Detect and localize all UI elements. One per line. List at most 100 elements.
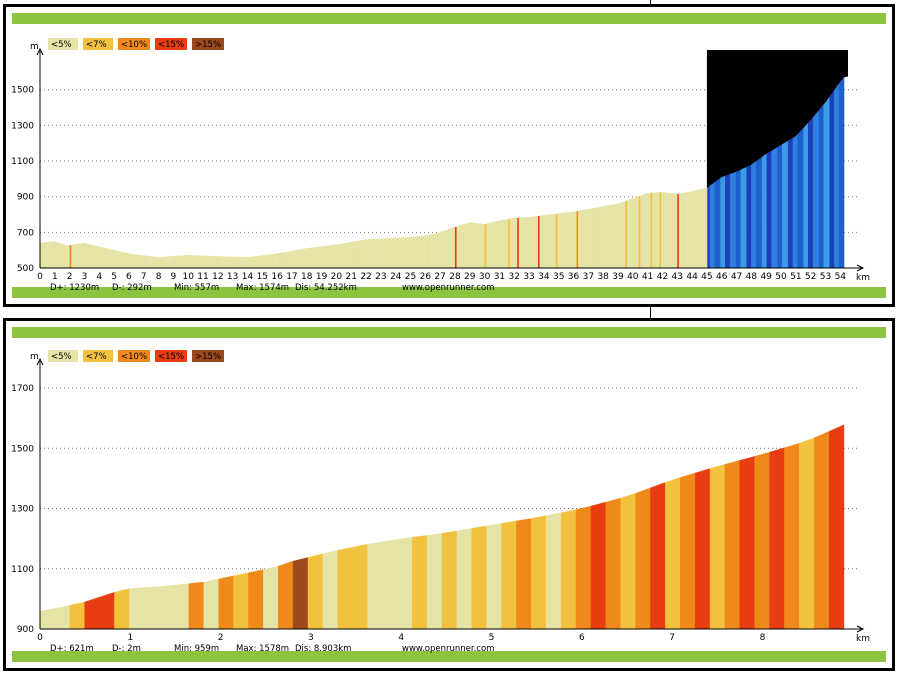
slope-marker [638,196,641,268]
area-slice [456,528,472,630]
x-tick-label: 43 [672,272,683,282]
area-slice [144,586,160,630]
stat-d-plus: D+: 621m [50,644,94,654]
area-slice [84,596,100,630]
area-slice [665,477,681,630]
area-slice [799,437,815,630]
x-tick-label: 5 [489,633,495,643]
y-tick-label: 900 [17,193,34,203]
x-axis-arrow [856,264,865,272]
stat-d-minus: D-: 292m [112,283,152,293]
legend-label: <5% [51,352,72,362]
area-slice [501,520,517,630]
legend-label: <15% [158,352,184,362]
x-tick-label: 8 [760,633,766,643]
y-tick-label: 1300 [11,505,34,515]
x-tick-label: 24 [390,272,402,282]
y-axis-arrow [36,47,44,56]
area-slice [307,553,324,630]
x-tick-label: 47 [731,272,742,282]
area-slice [635,487,651,630]
elevation-chart-climb: <5% <7% <10% <15% >15% 900 1100 1300 1500 1700 m km… [11,350,870,654]
area-slice [412,535,428,630]
y-tick-label: 1300 [11,121,34,131]
legend-swatch [83,350,113,362]
x-tick-label: 9 [171,272,177,282]
legend-swatch [155,38,187,50]
y-tick-label: 1500 [11,444,34,454]
x-tick-label: 37 [583,272,594,282]
x-tick-label: 18 [301,272,313,282]
legend-label: >15% [195,352,221,362]
x-axis-label: km [856,634,870,644]
area-slice [426,533,443,630]
x-tick-label: 48 [746,272,758,282]
x-tick-label: 7 [141,272,147,282]
stat-d-plus: D+: 1230m [50,283,99,293]
header-bar [12,13,886,24]
x-tick-label: 52 [805,272,816,282]
credit-text: www.openrunner.com [402,283,494,293]
y-axis-arrow [36,357,44,366]
area-slice [814,431,830,630]
slope-marker [677,194,679,268]
x-tick-label: 33 [523,272,534,282]
x-tick-label: 54 [835,272,847,282]
x-tick-label: 1 [127,633,133,643]
x-tick-label: 0 [37,272,43,282]
x-tick-label: 12 [212,272,223,282]
legend-swatch [192,350,224,362]
area-slice [546,512,562,630]
area-slice [322,550,338,630]
x-tick-label: 42 [657,272,668,282]
area-slice [233,572,249,630]
x-tick-label: 4 [398,633,404,643]
x-tick-label: 53 [820,272,831,282]
area-slice [173,583,190,630]
area-slice [650,482,666,630]
divider-line [650,0,651,4]
legend-label: <7% [86,40,107,50]
area-slice [278,560,294,630]
area-slice [784,442,800,630]
slope-marker [508,219,510,268]
area-slice [575,505,592,630]
x-tick-label: 6 [126,272,132,282]
area-slice [158,584,175,630]
area-slice [680,472,696,630]
slope-marker [659,192,662,268]
y-tick-label: 900 [17,625,34,635]
legend-swatch [48,38,78,50]
area-slice [397,537,413,630]
slope-marker [625,201,628,268]
area-slice [531,515,547,630]
area-slice [203,578,219,630]
slope-marker [576,211,579,268]
elevation-panel-climb: <5% <7% <10% <15% >15% 900 1100 1300 1500 1700 m km… [3,318,895,671]
x-tick-label: 32 [509,272,520,282]
area-slice [605,497,621,630]
x-tick-label: 46 [716,272,728,282]
x-tick-label: 40 [627,272,639,282]
slope-marker [537,216,540,268]
x-tick-label: 23 [375,272,386,282]
area-slice [620,493,636,630]
x-tick-label: 3 [82,272,88,282]
area-slice [39,608,56,630]
legend-label: <10% [121,352,147,362]
x-tick-label: 6 [579,633,585,643]
slope-marker [650,192,653,268]
legend-swatch [192,38,224,50]
x-tick-label: 30 [479,272,491,282]
elevation-chart-full: <5% <7% <10% <15% >15%500700900110013001500m… [11,38,870,293]
x-tick-label: 11 [197,272,208,282]
y-tick-label: 1100 [11,565,34,575]
area-slice [739,456,755,630]
x-tick-label: 16 [271,272,283,282]
area-slice [560,509,577,630]
legend-label: <5% [51,40,72,50]
area-slice [352,544,368,630]
area-slice [694,468,711,630]
area-slice [248,569,264,630]
x-tick-label: 25 [405,272,416,282]
